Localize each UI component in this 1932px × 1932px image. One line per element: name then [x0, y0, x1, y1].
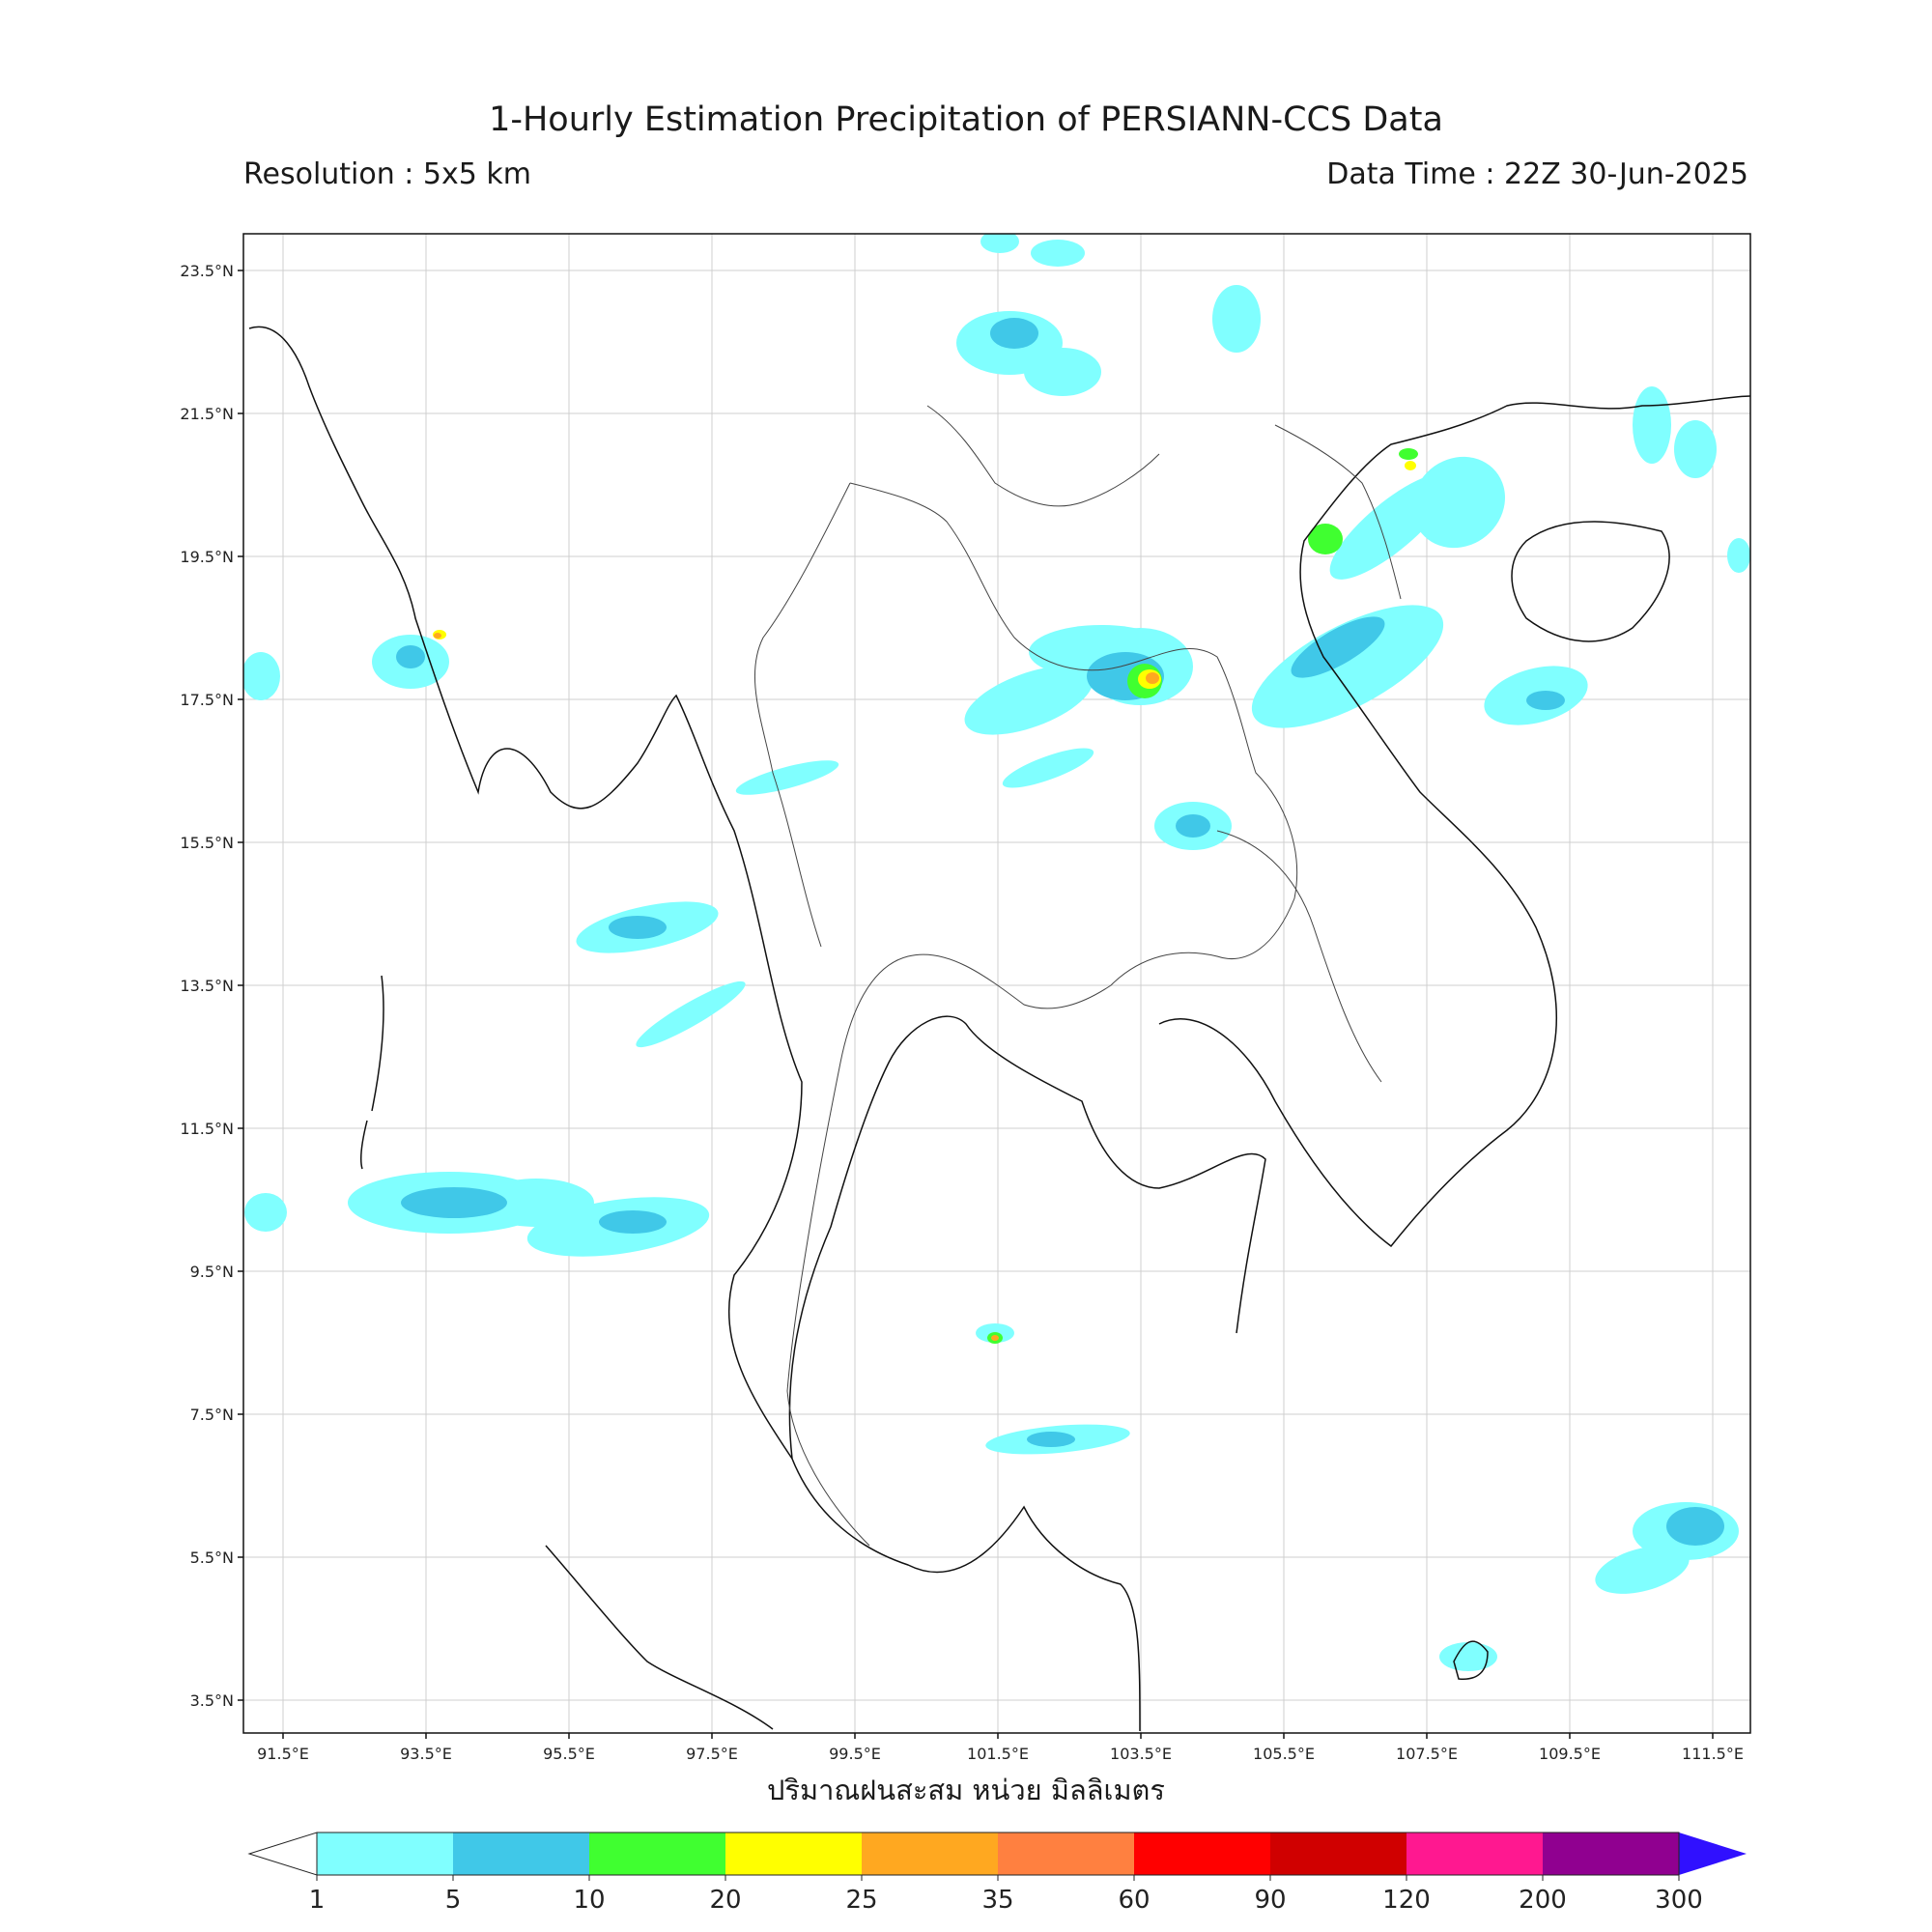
lat-tick-label: 13.5°N [180, 977, 234, 995]
resolution-label: Resolution : 5x5 km [243, 157, 531, 191]
colorbar-tick-label: 10 [573, 1886, 605, 1915]
colorbar-segment [317, 1833, 453, 1875]
lat-tick-label: 9.5°N [190, 1263, 234, 1281]
colorbar-tick-label: 90 [1254, 1886, 1286, 1915]
lat-tick-label: 21.5°N [180, 405, 234, 423]
lon-tick-label: 101.5°E [967, 1745, 1029, 1763]
coastlines [248, 326, 1750, 1732]
precipitation-layer [243, 234, 1750, 1671]
colorbar-segment [725, 1833, 862, 1875]
colorbar-under-arrow [247, 1832, 318, 1876]
colorbar-tick-label: 1 [309, 1886, 326, 1915]
latitude-axis: 23.5°N 21.5°N 19.5°N 17.5°N 15.5°N 13.5°N 11.5… [180, 262, 243, 1710]
colorbar-segment [1406, 1833, 1543, 1875]
lat-tick-label: 19.5°N [180, 548, 234, 566]
lat-tick-label: 7.5°N [190, 1406, 234, 1424]
lat-tick-label: 11.5°N [180, 1120, 234, 1138]
colorbar-segment [1270, 1833, 1406, 1875]
lat-tick-label: 23.5°N [180, 262, 234, 280]
lon-tick-label: 105.5°E [1253, 1745, 1315, 1763]
colorbar-segment [589, 1833, 725, 1875]
colorbar-tick-label: 120 [1382, 1886, 1431, 1915]
lon-tick-label: 93.5°E [400, 1745, 452, 1763]
country-borders [753, 405, 1402, 1547]
colorbar-tick-label: 35 [981, 1886, 1013, 1915]
colorbar-tick-label: 60 [1118, 1886, 1150, 1915]
colorbar-tick-label: 5 [445, 1886, 462, 1915]
colorbar-segment [998, 1833, 1134, 1875]
lon-tick-label: 97.5°E [686, 1745, 738, 1763]
data-time-label: Data Time : 22Z 30-Jun-2025 [1326, 157, 1748, 191]
colorbar-tick-label: 300 [1655, 1886, 1703, 1915]
lon-tick-label: 91.5°E [257, 1745, 309, 1763]
map-title: 1-Hourly Estimation Precipitation of PER… [489, 100, 1443, 139]
colorbar-tick-label: 25 [845, 1886, 877, 1915]
longitude-axis: 91.5°E 93.5°E 95.5°E 97.5°E 99.5°E 101.5°E 103… [257, 1733, 1744, 1763]
lat-tick-label: 3.5°N [190, 1691, 234, 1710]
colorbar-segment [1543, 1833, 1679, 1875]
colorbar-tick-label: 200 [1519, 1886, 1567, 1915]
colorbar: 1 5 10 20 25 35 60 90 120 200 300 [247, 1832, 1747, 1915]
colorbar-segment [1134, 1833, 1270, 1875]
colorbar-segment [862, 1833, 998, 1875]
colorbar-segment [453, 1833, 589, 1875]
map-area [243, 234, 1750, 1733]
lon-tick-label: 95.5°E [543, 1745, 595, 1763]
map-frame [242, 233, 1751, 1734]
lon-tick-label: 103.5°E [1110, 1745, 1172, 1763]
lat-tick-label: 15.5°N [180, 834, 234, 852]
lon-tick-label: 111.5°E [1682, 1745, 1744, 1763]
lon-tick-label: 99.5°E [829, 1745, 881, 1763]
lat-tick-label: 17.5°N [180, 691, 234, 709]
colorbar-tick-label: 20 [709, 1886, 741, 1915]
lon-tick-label: 109.5°E [1539, 1745, 1601, 1763]
colorbar-over-arrow [1679, 1833, 1747, 1875]
x-axis-label: ปริมาณฝนสะสม หน่วย มิลลิเมตร [767, 1774, 1165, 1806]
lon-tick-label: 107.5°E [1396, 1745, 1458, 1763]
lat-tick-label: 5.5°N [190, 1548, 234, 1567]
